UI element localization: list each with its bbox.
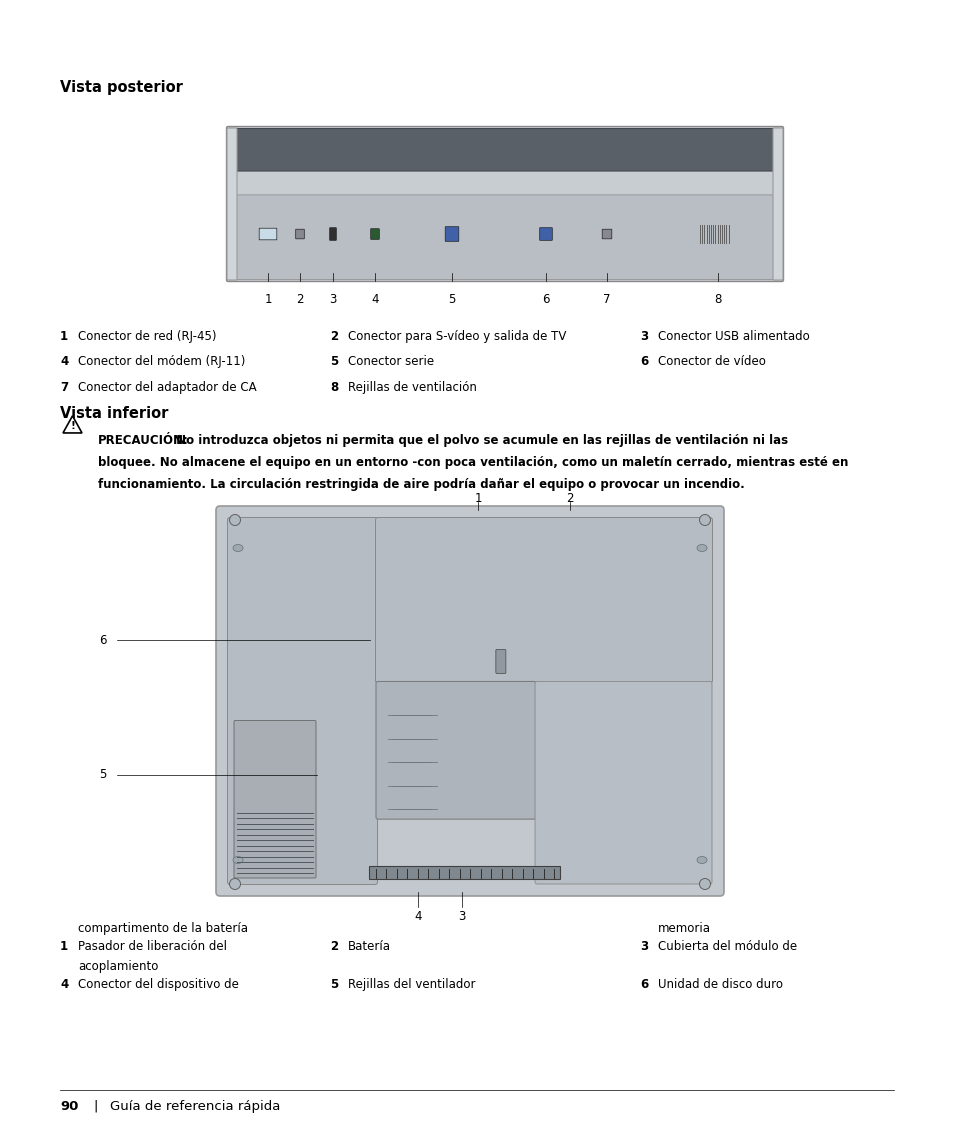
Text: Conector de red (RJ-45): Conector de red (RJ-45) <box>78 330 216 344</box>
Text: 6: 6 <box>639 355 648 368</box>
Text: 90: 90 <box>60 1100 78 1113</box>
FancyBboxPatch shape <box>772 128 782 281</box>
Text: 5: 5 <box>330 978 338 992</box>
FancyBboxPatch shape <box>233 720 315 878</box>
Text: 6: 6 <box>99 633 107 647</box>
Text: 5: 5 <box>448 293 456 306</box>
FancyBboxPatch shape <box>496 649 505 673</box>
Text: 7: 7 <box>602 293 610 306</box>
Text: bloquee. No almacene el equipo en un entorno -con poca ventilación, como un male: bloquee. No almacene el equipo en un ent… <box>98 456 847 469</box>
FancyBboxPatch shape <box>445 227 458 242</box>
FancyBboxPatch shape <box>233 195 777 279</box>
Text: Vista posterior: Vista posterior <box>60 80 183 95</box>
Text: 4: 4 <box>60 978 69 992</box>
Text: 8: 8 <box>714 293 720 306</box>
Text: 2: 2 <box>330 330 337 344</box>
FancyBboxPatch shape <box>330 228 336 240</box>
Text: 8: 8 <box>330 381 338 394</box>
Text: Conector del dispositivo de: Conector del dispositivo de <box>78 978 238 992</box>
Text: 7: 7 <box>60 381 68 394</box>
Text: funcionamiento. La circulación restringida de aire podría dañar el equipo o prov: funcionamiento. La circulación restringi… <box>98 477 744 491</box>
Text: Pasador de liberación del: Pasador de liberación del <box>78 940 227 953</box>
FancyBboxPatch shape <box>259 228 276 239</box>
FancyBboxPatch shape <box>601 229 611 239</box>
Text: 3: 3 <box>329 293 336 306</box>
Text: |: | <box>92 1100 97 1113</box>
FancyBboxPatch shape <box>233 128 777 171</box>
Polygon shape <box>63 416 82 433</box>
Ellipse shape <box>233 856 243 863</box>
Text: 3: 3 <box>639 330 647 344</box>
Text: PRECAUCIÓN:: PRECAUCIÓN: <box>98 434 189 447</box>
Text: Cubierta del módulo de: Cubierta del módulo de <box>658 940 797 953</box>
FancyBboxPatch shape <box>371 229 379 239</box>
Text: 2: 2 <box>296 293 303 306</box>
FancyBboxPatch shape <box>369 867 560 879</box>
Text: 4: 4 <box>371 293 378 306</box>
FancyBboxPatch shape <box>226 126 782 282</box>
Text: 2: 2 <box>330 940 337 953</box>
Text: Unidad de disco duro: Unidad de disco duro <box>658 978 782 992</box>
Ellipse shape <box>697 856 706 863</box>
Text: 3: 3 <box>639 940 647 953</box>
Text: 6: 6 <box>541 293 549 306</box>
Text: Conector del módem (RJ-11): Conector del módem (RJ-11) <box>78 355 245 368</box>
Text: Conector serie: Conector serie <box>348 355 434 368</box>
Text: 4: 4 <box>414 910 421 923</box>
Text: Guía de referencia rápida: Guía de referencia rápida <box>110 1100 280 1113</box>
Text: 5: 5 <box>99 768 107 782</box>
Text: Conector del adaptador de CA: Conector del adaptador de CA <box>78 381 256 394</box>
FancyBboxPatch shape <box>375 681 536 819</box>
Text: Conector de vídeo: Conector de vídeo <box>658 355 765 368</box>
Text: 4: 4 <box>60 355 69 368</box>
FancyBboxPatch shape <box>375 518 712 682</box>
Text: Rejillas de ventilación: Rejillas de ventilación <box>348 381 476 394</box>
FancyBboxPatch shape <box>295 229 304 239</box>
FancyBboxPatch shape <box>227 518 377 884</box>
Text: 3: 3 <box>457 910 465 923</box>
Text: 6: 6 <box>639 978 648 992</box>
Text: 5: 5 <box>330 355 338 368</box>
Circle shape <box>699 878 710 890</box>
FancyBboxPatch shape <box>539 228 552 240</box>
FancyBboxPatch shape <box>227 128 236 281</box>
Circle shape <box>699 514 710 526</box>
Text: 2: 2 <box>566 492 573 505</box>
Text: 1: 1 <box>264 293 272 306</box>
Text: Vista inferior: Vista inferior <box>60 406 168 421</box>
Text: Conector para S-vídeo y salida de TV: Conector para S-vídeo y salida de TV <box>348 330 566 344</box>
Ellipse shape <box>233 545 243 552</box>
Text: Batería: Batería <box>348 940 391 953</box>
Text: 1: 1 <box>60 940 68 953</box>
Text: Rejillas del ventilador: Rejillas del ventilador <box>348 978 475 992</box>
Text: acoplamiento: acoplamiento <box>78 960 158 973</box>
Circle shape <box>230 878 240 890</box>
Text: 1: 1 <box>60 330 68 344</box>
Text: compartimento de la batería: compartimento de la batería <box>78 922 248 935</box>
Ellipse shape <box>697 545 706 552</box>
FancyBboxPatch shape <box>535 681 711 884</box>
Text: Conector USB alimentado: Conector USB alimentado <box>658 330 809 344</box>
Circle shape <box>230 514 240 526</box>
Text: 1: 1 <box>474 492 481 505</box>
Text: No introduzca objetos ni permita que el polvo se acumule en las rejillas de vent: No introduzca objetos ni permita que el … <box>172 434 787 447</box>
FancyBboxPatch shape <box>215 506 723 897</box>
Text: !: ! <box>70 421 75 432</box>
Text: memoria: memoria <box>658 922 710 935</box>
